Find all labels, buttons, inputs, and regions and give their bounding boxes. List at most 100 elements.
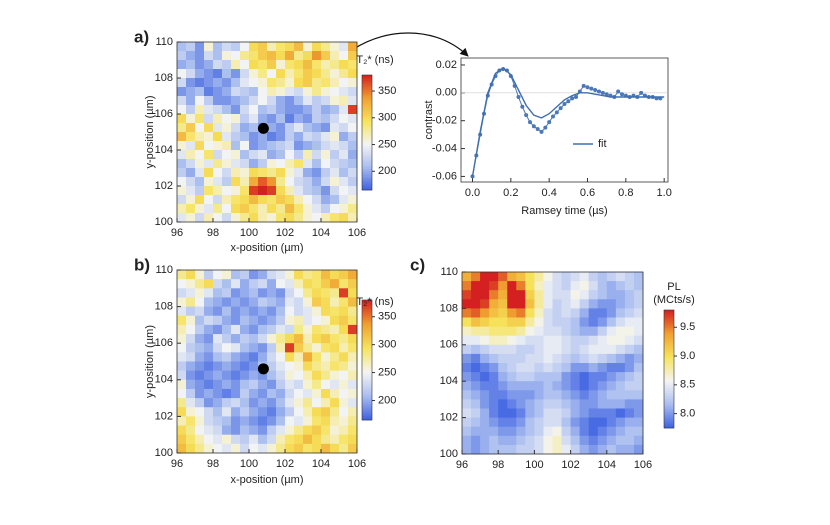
colorbar-swatch — [362, 416, 372, 419]
heatmap-cell — [258, 186, 268, 196]
colorbar-swatch — [362, 322, 372, 325]
heatmap-cell — [312, 123, 322, 133]
heatmap-cell — [597, 299, 608, 309]
heatmap-cell — [615, 344, 626, 355]
heatmap-cell — [303, 334, 313, 344]
colorbar-swatch — [664, 396, 674, 399]
heatmap-cell — [462, 344, 472, 355]
heatmap-cell — [285, 186, 295, 196]
heatmap-cell — [186, 42, 196, 52]
heatmap-cell — [348, 87, 358, 97]
colorbar-swatch — [664, 355, 674, 358]
colorbar-swatch — [362, 324, 372, 327]
heatmap-cell — [285, 78, 295, 88]
heatmap-cell — [507, 353, 517, 364]
y-tick-label: 104 — [155, 374, 173, 386]
heatmap-cell — [222, 352, 232, 362]
heatmap-cell — [570, 299, 581, 309]
colorbar-swatch — [362, 358, 372, 361]
heatmap-cell — [177, 141, 187, 151]
heatmap-cell — [222, 150, 232, 160]
heatmap-cell — [339, 370, 349, 381]
heatmap-cell — [303, 288, 313, 298]
heatmap-cell — [294, 78, 304, 88]
heatmap-cell — [186, 388, 196, 399]
heatmap-cell — [543, 326, 553, 337]
colorbar-swatch — [362, 408, 372, 411]
heatmap-cell — [330, 425, 340, 436]
heatmap-cell — [240, 150, 250, 160]
heatmap-cell — [258, 150, 268, 160]
heatmap-cell — [303, 141, 313, 151]
heatmap-cell — [339, 270, 349, 280]
colorbar-swatch — [362, 76, 372, 80]
heatmap-cell — [480, 344, 490, 355]
heatmap-cell — [195, 370, 205, 381]
heatmap-cell — [258, 398, 268, 408]
colorbar-swatch — [362, 145, 372, 149]
heatmap-cell — [177, 42, 187, 52]
heatmap-cell — [348, 204, 358, 214]
heatmap-cell — [330, 69, 340, 79]
heatmap-cell — [498, 308, 508, 318]
y-tick-label: 0.02 — [436, 59, 457, 71]
colorbar-swatch — [362, 109, 372, 112]
heatmap-cell — [186, 288, 196, 298]
heatmap-cell — [507, 408, 517, 418]
heatmap-cell — [231, 78, 241, 88]
heatmap-cell — [525, 390, 535, 400]
colorbar-swatch — [362, 374, 372, 377]
heatmap-cell — [462, 317, 472, 327]
heatmap-cell — [294, 195, 304, 205]
colorbar-swatch — [664, 406, 674, 409]
heatmap-cell — [231, 343, 241, 353]
heatmap-cell — [348, 388, 358, 399]
heatmap-cell — [321, 407, 331, 417]
heatmap-cell — [579, 408, 590, 418]
heatmap-cell — [213, 398, 223, 408]
heatmap-cell — [186, 379, 196, 390]
heatmap-cell — [276, 114, 286, 124]
colorbar-swatch — [362, 163, 372, 166]
heatmap-cell — [348, 51, 358, 61]
heatmap-cell — [339, 51, 349, 61]
heatmap-cell — [240, 87, 250, 97]
heatmap-cell — [285, 297, 295, 307]
heatmap-cell — [330, 315, 340, 326]
heatmap-cell — [276, 51, 286, 61]
plot-frame — [461, 271, 644, 455]
heatmap-cell — [267, 114, 277, 124]
heatmap-cell — [177, 379, 187, 390]
heatmap-cell — [204, 177, 214, 187]
colorbar-swatch — [362, 330, 372, 333]
colorbar-swatch — [362, 308, 372, 311]
heatmap-cell — [312, 370, 322, 381]
heatmap-cell — [480, 372, 490, 382]
heatmap-cell — [258, 388, 268, 399]
heatmap-cell — [213, 159, 223, 169]
heatmap-cell — [249, 297, 259, 307]
colorbar-swatch — [362, 370, 372, 373]
heatmap-cell — [177, 123, 187, 133]
heatmap-cell — [249, 123, 259, 133]
colorbar-tick-label: 200 — [378, 394, 396, 406]
heatmap-cell — [303, 132, 313, 142]
heatmap-cell — [339, 416, 349, 426]
heatmap-cell — [321, 141, 331, 151]
heatmap-cell — [339, 78, 349, 88]
heatmap-cell — [231, 132, 241, 142]
heatmap-cell — [321, 398, 331, 408]
heatmap-cell — [330, 352, 340, 362]
heatmap-cell — [561, 408, 571, 418]
heatmap-cell — [321, 204, 331, 214]
colorbar-swatch — [362, 336, 372, 339]
heatmap-cell — [213, 123, 223, 133]
heatmap-cell — [267, 168, 277, 178]
heatmap-cell — [588, 344, 599, 355]
heatmap-cell — [348, 379, 358, 390]
heatmap-cell — [240, 177, 250, 187]
heatmap-cell — [312, 425, 322, 436]
colorbar-swatch — [362, 366, 372, 369]
heatmap-cell — [231, 69, 241, 79]
heatmap-cell — [633, 417, 644, 428]
